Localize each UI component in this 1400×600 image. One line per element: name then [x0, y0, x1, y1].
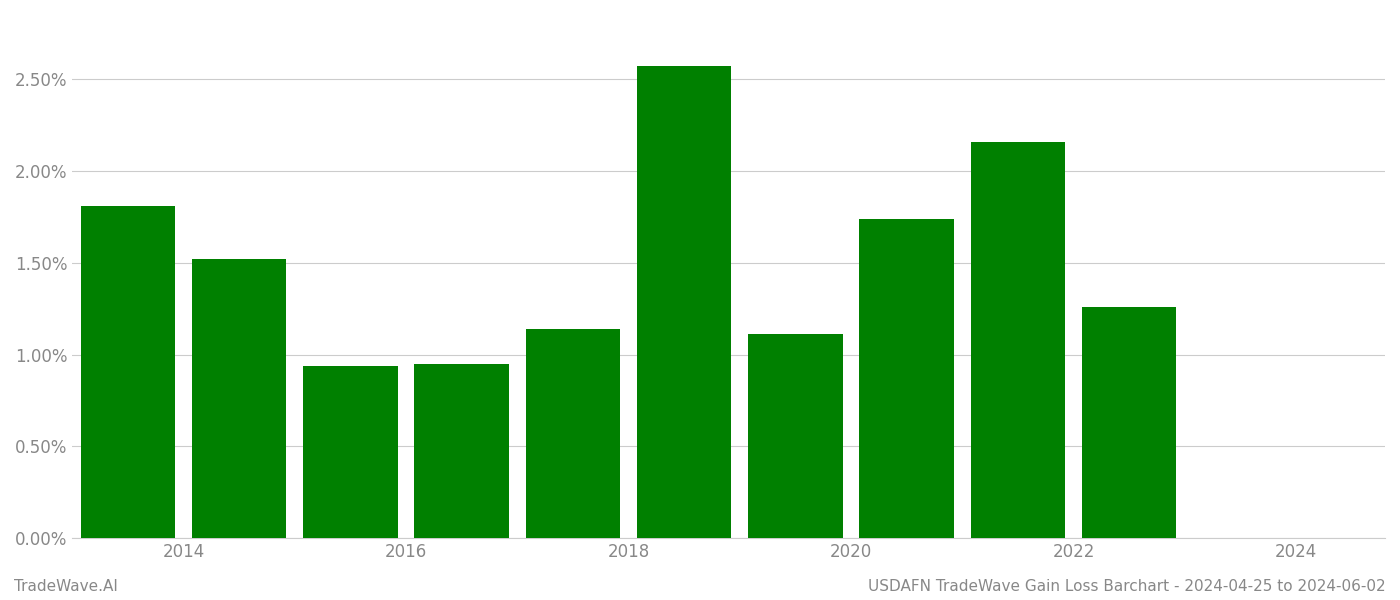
Bar — [192, 259, 287, 538]
Text: TradeWave.AI: TradeWave.AI — [14, 579, 118, 594]
Bar — [1082, 307, 1176, 538]
Text: USDAFN TradeWave Gain Loss Barchart - 2024-04-25 to 2024-06-02: USDAFN TradeWave Gain Loss Barchart - 20… — [868, 579, 1386, 594]
Bar — [637, 67, 731, 538]
Bar — [81, 206, 175, 538]
Bar — [748, 334, 843, 538]
Bar — [414, 364, 510, 538]
Bar — [970, 142, 1065, 538]
Bar — [304, 365, 398, 538]
Bar — [860, 219, 953, 538]
Bar — [525, 329, 620, 538]
